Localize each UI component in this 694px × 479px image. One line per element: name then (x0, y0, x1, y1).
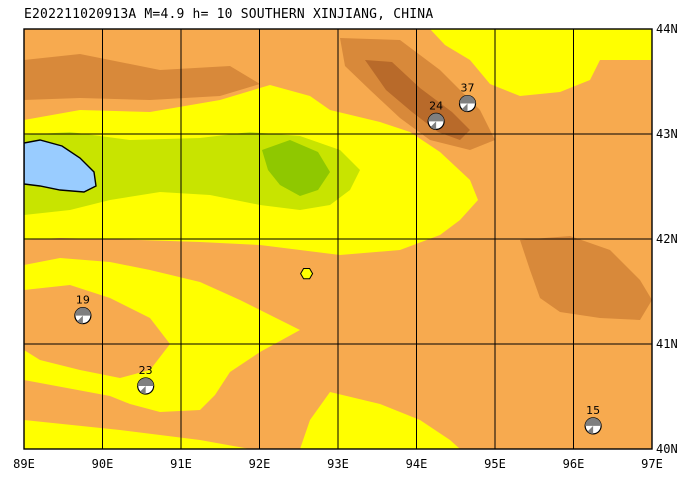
beachball-compression (430, 121, 437, 130)
beachball[interactable]: 15 (584, 404, 602, 435)
focal-mechanisms: 24 37 19 23 15 (74, 82, 602, 435)
lon-label: 95E (484, 457, 506, 471)
beachball-compression (74, 307, 91, 316)
lon-label: 91E (170, 457, 192, 471)
terrain-yellow-northeast (430, 29, 652, 96)
graticule (24, 29, 652, 449)
terrain-darkgreen-patch (262, 140, 330, 196)
beachball[interactable]: 24 (427, 99, 445, 131)
lon-label: 92E (249, 457, 271, 471)
beachball-compression (137, 378, 154, 386)
longitude-labels: 89E 90E 91E 92E 93E 94E 95E 96E 97E (13, 457, 663, 471)
beachball-compression (461, 103, 468, 112)
lat-label: 43N (656, 127, 678, 141)
lon-label: 90E (92, 457, 114, 471)
depth-label: 37 (461, 82, 475, 95)
beachball[interactable]: 37 (458, 82, 477, 113)
beachball-compression (77, 315, 83, 324)
lat-label: 41N (656, 337, 678, 351)
epicenter-marker[interactable] (300, 268, 314, 280)
depth-label: 15 (586, 404, 600, 417)
beachball-compression (587, 425, 594, 434)
lake (24, 139, 97, 193)
beachball-compression (585, 417, 602, 426)
lon-label: 89E (13, 457, 35, 471)
terrain-east-highland (520, 236, 652, 320)
terrain-mountain-range-north (24, 54, 260, 100)
depth-label: 23 (139, 364, 153, 377)
lat-label: 40N (656, 442, 678, 456)
lat-label: 44N (656, 22, 678, 36)
terrain-yellow-south-strip (24, 420, 250, 449)
terrain-yellow-south-east (300, 392, 460, 449)
beachball[interactable]: 23 (137, 364, 155, 395)
lat-label: 42N (656, 232, 678, 246)
beachball-compression (140, 386, 146, 394)
lon-label: 96E (563, 457, 585, 471)
map-frame (23, 28, 653, 450)
depth-label: 19 (76, 294, 90, 307)
terrain-orange-south-pocket (24, 285, 170, 378)
beachball[interactable]: 19 (74, 294, 92, 325)
lon-label: 97E (641, 457, 663, 471)
beachball-compression (428, 113, 445, 122)
latitude-labels: 44N 43N 42N 41N 40N (656, 22, 678, 456)
epicenter (300, 268, 314, 280)
lon-label: 93E (327, 457, 349, 471)
map-title: E202211020913A M=4.9 h= 10 SOUTHERN XINJ… (24, 7, 434, 22)
lon-label: 94E (406, 457, 428, 471)
beachball-compression (459, 95, 476, 104)
depth-label: 24 (429, 99, 443, 112)
